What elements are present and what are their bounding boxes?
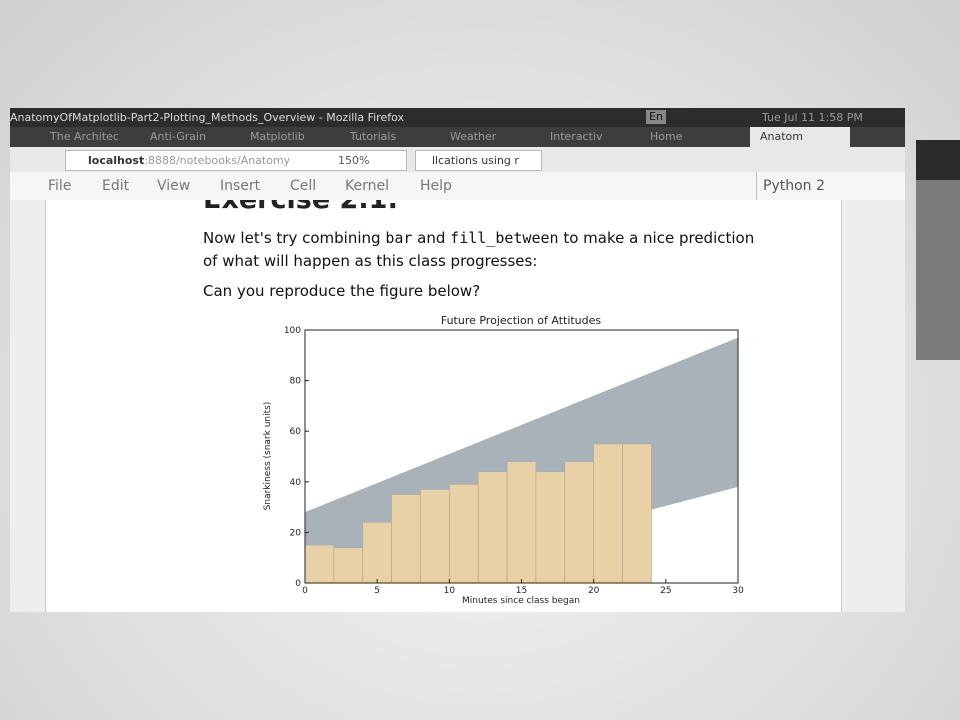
bar — [420, 489, 450, 584]
bar — [333, 547, 364, 584]
y-tick-label: 60 — [290, 427, 302, 437]
code-span: bar — [385, 229, 413, 247]
notebook-area: Exercise 2.1: Now let's try combining ba… — [10, 200, 905, 612]
bar — [362, 521, 392, 584]
y-axis-label: Snarkiness (snark units) — [263, 402, 273, 511]
other-window — [916, 180, 960, 360]
tab-bar: The Architec Anti-Grain Matplotlib Tutorial… — [10, 127, 905, 147]
tab[interactable]: Anti-Grain — [150, 130, 207, 143]
window-title: AnatomyOfMatplotlib-Part2-Plotting_Metho… — [10, 111, 405, 124]
y-tick-label: 100 — [284, 326, 301, 336]
menu-item[interactable]: Edit — [102, 178, 130, 194]
url-path: :8888/notebooks/Anatomy — [144, 154, 291, 167]
x-tick-label: 15 — [516, 586, 527, 596]
menu-bar: Python 2 File Edit View Insert Cell Kernel Hel… — [10, 172, 905, 201]
search-text: llcations using r — [432, 154, 519, 167]
search-box[interactable]: llcations using r — [415, 150, 542, 171]
x-tick-label: 5 — [374, 586, 380, 596]
paragraph: Now let's try combining bar and fill_bet… — [203, 227, 763, 273]
y-tick-label: 80 — [290, 377, 302, 387]
y-tick-label: 40 — [290, 478, 302, 488]
clock: Tue Jul 11 1:58 PM — [762, 111, 863, 124]
menu-item[interactable]: Cell — [290, 178, 317, 194]
tab[interactable]: Weather — [450, 130, 497, 143]
text-span: Now let's try combining — [203, 229, 386, 247]
chart: Future Projection of Attitudes Minutes s… — [263, 314, 744, 606]
tab[interactable]: The Architec — [50, 130, 119, 143]
heading: Exercise 2.1: — [203, 200, 398, 215]
bar — [391, 494, 421, 584]
y-tick-label: 20 — [290, 528, 302, 538]
bar — [535, 471, 566, 584]
code-span: fill_between — [450, 229, 559, 247]
language[interactable]: En — [646, 110, 666, 124]
other-window — [916, 140, 960, 180]
text-span: to make a nice prediction of what will h… — [203, 229, 755, 270]
tab[interactable]: Matplotlib — [250, 130, 305, 143]
y-tick-label: 0 — [295, 579, 301, 589]
bar — [593, 443, 623, 584]
browser-window: AnatomyOfMatplotlib-Part2-Plotting_Metho… — [10, 108, 905, 612]
bar — [304, 544, 335, 584]
tab[interactable]: Interactiv — [550, 130, 603, 143]
zoom[interactable]: 150% — [338, 154, 370, 167]
tab[interactable]: Anatom — [750, 127, 850, 147]
chart-title: Future Projection of Attitudes — [441, 314, 602, 327]
menu-item[interactable]: View — [157, 178, 191, 194]
x-tick-label: 20 — [588, 586, 600, 596]
tab[interactable]: Home — [650, 130, 683, 143]
kernel-name: Python 2 — [756, 172, 825, 200]
x-tick-label: 30 — [732, 586, 744, 596]
x-tick-label: 25 — [660, 586, 671, 596]
menu-item[interactable]: File — [48, 178, 72, 194]
url-host: localhost — [88, 154, 145, 167]
title-bar: AnatomyOfMatplotlib-Part2-Plotting_Metho… — [10, 108, 905, 127]
nav-bar: localhost:8888/notebooks/Anatomy 150% ll… — [10, 147, 905, 172]
text-span: and — [412, 229, 451, 247]
bar — [622, 443, 652, 584]
url-box[interactable]: localhost:8888/notebooks/Anatomy 150% — [65, 150, 407, 171]
tab[interactable]: Tutorials — [350, 130, 397, 143]
x-tick-label: 0 — [302, 586, 308, 596]
bar — [448, 483, 479, 584]
menu-item[interactable]: Kernel — [345, 178, 389, 194]
menu-item[interactable]: Insert — [220, 178, 261, 194]
menu-item[interactable]: Help — [420, 178, 452, 194]
bar — [564, 461, 595, 584]
x-axis-label: Minutes since class began — [462, 596, 580, 606]
x-tick-label: 10 — [444, 586, 456, 596]
question: Can you reproduce the figure below? — [203, 282, 481, 300]
bar — [506, 461, 537, 584]
bar — [477, 471, 508, 584]
